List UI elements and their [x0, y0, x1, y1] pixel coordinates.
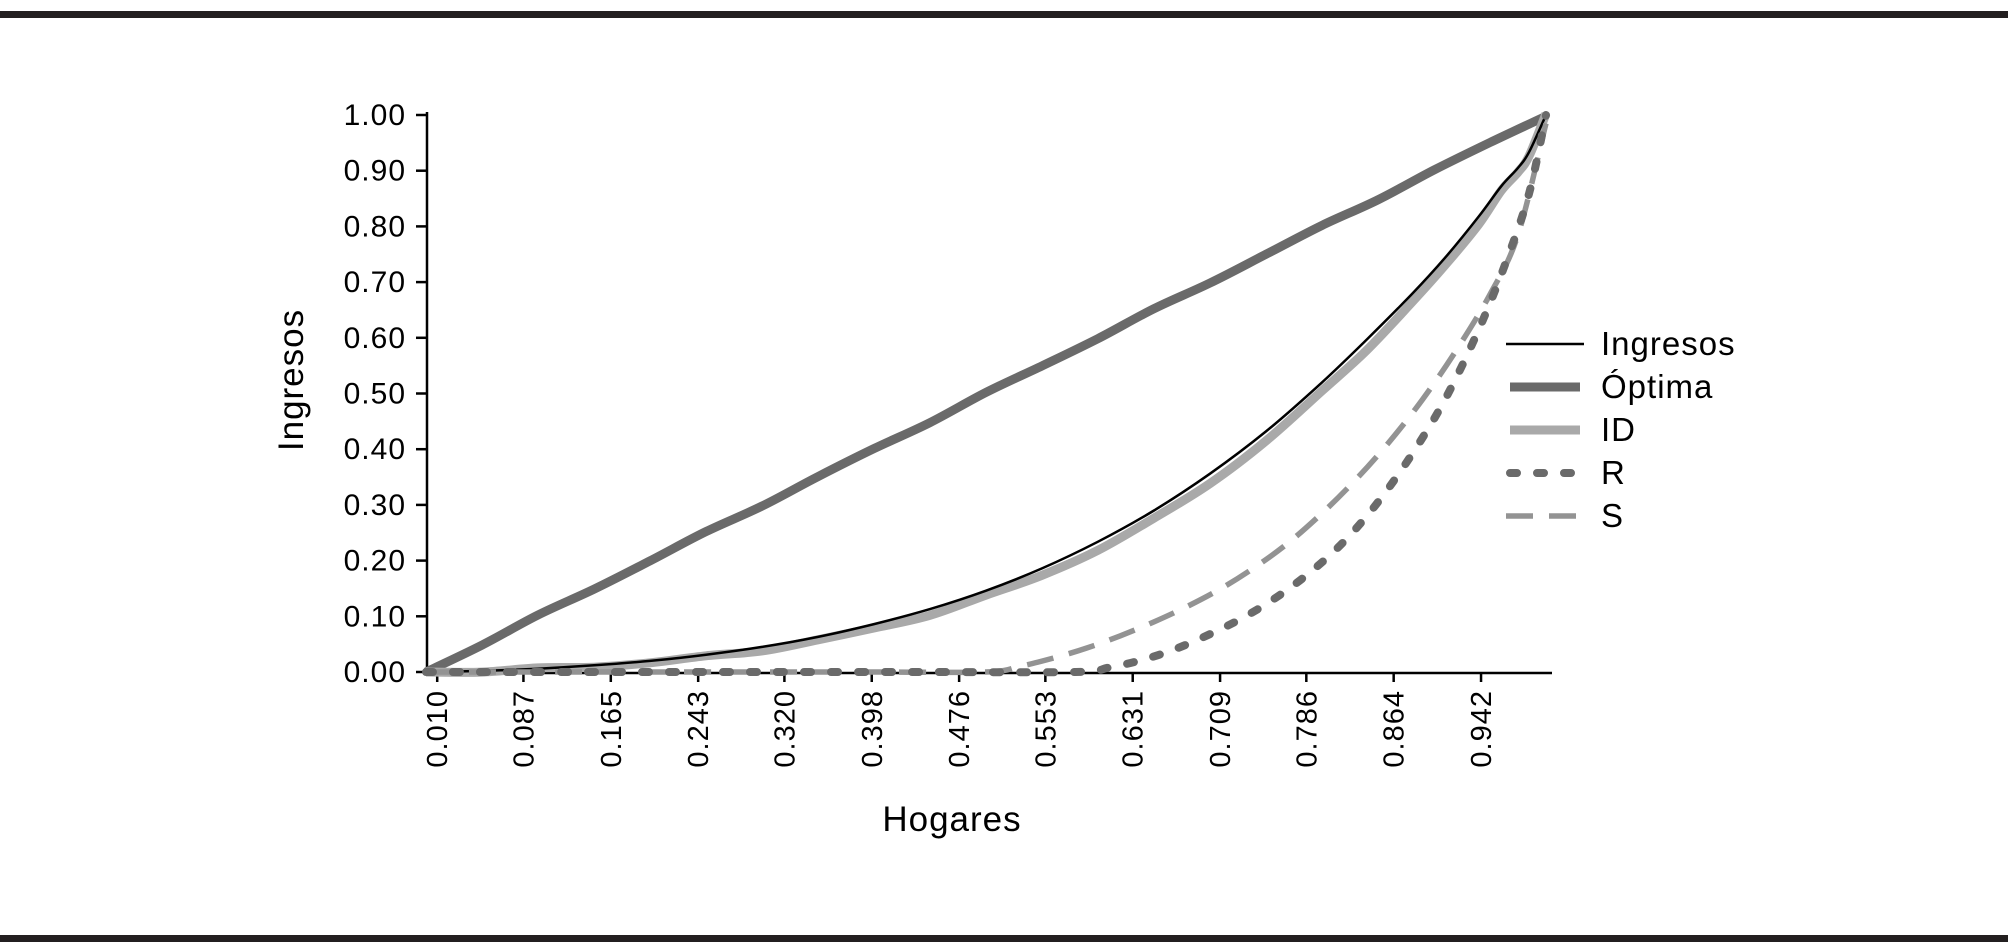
series-ingresos-curve	[425, 114, 1548, 674]
x-tick-label: 0.087	[508, 690, 540, 768]
legend-swatch-s-dashed-line	[1506, 512, 1584, 519]
y-tick-label: 0.60	[344, 322, 406, 355]
x-tick-label: 0.243	[683, 690, 715, 768]
y-tick-label: 0.70	[344, 266, 406, 299]
legend-swatch-ingresos-line	[1506, 342, 1584, 345]
series-ptima-curve	[424, 112, 1548, 677]
y-tick-label: 0.40	[344, 433, 406, 466]
y-tick-label: 1.00	[344, 99, 406, 132]
top-rule-divider	[0, 11, 2008, 18]
x-tick-label: 0.553	[1030, 690, 1062, 768]
legend-label: S	[1601, 496, 1625, 534]
x-tick-label: 0.476	[944, 690, 976, 768]
series-s-curve	[426, 122, 1549, 676]
legend-item-s: S	[1505, 494, 1736, 537]
x-tick-label: 0.864	[1379, 690, 1411, 768]
x-axis-title: Hogares	[882, 800, 1022, 839]
legend-swatch-id-line	[1510, 425, 1580, 434]
legend-item-id: ID	[1505, 408, 1736, 451]
x-tick-label: 0.942	[1466, 690, 1498, 768]
x-tick-label: 0.398	[857, 690, 889, 768]
legend-swatch-r-dotted-line	[1506, 468, 1584, 477]
x-tick-label: 0.165	[596, 690, 628, 768]
legend-swatch-optima-line	[1510, 382, 1580, 391]
series-r-curve	[422, 111, 1550, 677]
y-tick-label: 0.80	[344, 210, 406, 243]
x-tick-label: 0.631	[1118, 690, 1150, 768]
y-tick-label: 0.10	[344, 600, 406, 633]
y-tick-label: 0.50	[344, 378, 406, 411]
legend-label: Ingresos	[1601, 324, 1736, 362]
x-tick-label: 0.709	[1205, 690, 1237, 768]
legend: Ingresos Óptima ID R S	[1505, 322, 1736, 537]
y-tick-label: 0.30	[344, 489, 406, 522]
legend-item-optima: Óptima	[1505, 365, 1736, 408]
legend-item-r: R	[1505, 451, 1736, 494]
bottom-rule-divider	[0, 935, 2008, 942]
y-tick-label: 0.00	[344, 656, 406, 689]
x-tick-label: 0.786	[1291, 690, 1323, 768]
y-tick-label: 0.90	[344, 155, 406, 188]
series-id-curve	[425, 112, 1551, 677]
y-tick-label: 0.20	[344, 545, 406, 578]
x-tick-label: 0.010	[422, 690, 454, 768]
legend-label: ID	[1601, 410, 1636, 448]
x-tick-label: 0.320	[769, 690, 801, 768]
y-axis-title: Ingresos	[272, 308, 311, 452]
legend-item-ingresos: Ingresos	[1505, 322, 1736, 365]
legend-label: R	[1601, 453, 1626, 491]
legend-label: Óptima	[1601, 367, 1714, 405]
